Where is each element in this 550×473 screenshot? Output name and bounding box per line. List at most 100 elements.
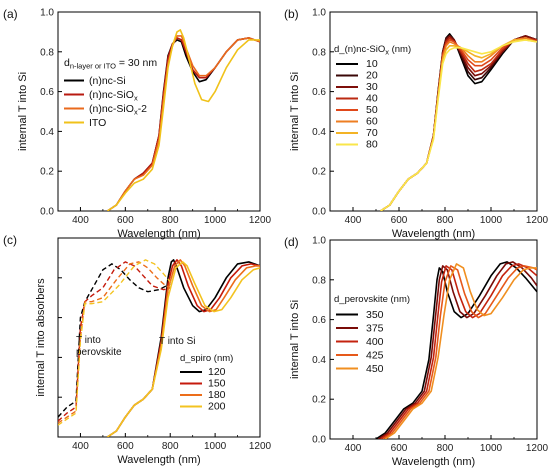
y-tick-label: 0.8 xyxy=(312,275,326,286)
legend-label: 120 xyxy=(208,366,226,378)
y-tick-label: 0.6 xyxy=(312,87,326,98)
x-tick-label: 400 xyxy=(345,215,362,226)
x-tick-label: 800 xyxy=(437,215,454,226)
plot-area xyxy=(375,261,537,439)
y-tick-label: 1.0 xyxy=(312,236,326,247)
x-axis-title: Wavelength (nm) xyxy=(392,456,475,468)
series-line-ito xyxy=(106,29,260,211)
panel-label: (c) xyxy=(3,233,17,247)
series-line-425 xyxy=(382,265,537,439)
x-tick-label: 800 xyxy=(437,443,454,454)
y-axis-title: internal T into Si xyxy=(289,72,301,151)
y-tick-label: 1.0 xyxy=(312,8,326,19)
legend-label: 425 xyxy=(366,350,384,362)
legend-label: 20 xyxy=(366,70,378,82)
annotation-perovskite: perovskite xyxy=(76,347,122,358)
y-axis-title: internal T into Si xyxy=(289,300,301,379)
x-tick-label: 1200 xyxy=(249,441,272,452)
legend-label: ITO xyxy=(89,117,106,129)
x-tick-label: 1000 xyxy=(204,441,227,452)
y-tick-label: 0.2 xyxy=(312,167,326,178)
panel-label: (d) xyxy=(284,235,299,249)
x-tick-label: 400 xyxy=(72,441,89,452)
annotation-t-into: T into xyxy=(76,335,101,346)
x-tick-label: 1000 xyxy=(480,215,503,226)
legend-label: (n)nc-SiOx xyxy=(89,89,138,103)
legend-title: d_spiro (nm) xyxy=(180,353,233,364)
x-tick-label: 1200 xyxy=(249,215,272,226)
plot-area xyxy=(58,259,260,437)
panel-c: (c) 400 600 800 1000 1200 Wavelength (nm) inter… xyxy=(3,233,272,466)
plot-frame xyxy=(329,239,538,440)
x-tick-label: 600 xyxy=(391,215,408,226)
x-tick-label: 600 xyxy=(117,215,134,226)
legend: dn-layer or ITO = 30 nm (n)nc-Si (n)nc-SiO… xyxy=(64,57,157,129)
series-line-si-200 xyxy=(106,261,260,437)
x-axis-title: Wavelength (nm) xyxy=(117,454,200,466)
legend-label: 200 xyxy=(208,401,226,413)
series-line-80 xyxy=(380,39,537,211)
y-axis-title: internal T into Si xyxy=(17,72,29,151)
series-line-perovskite-150 xyxy=(58,261,171,422)
legend-title: dn-layer or ITO = 30 nm xyxy=(64,57,157,71)
plot-frame xyxy=(57,11,261,212)
legend-label: 400 xyxy=(366,336,384,348)
legend-label: 50 xyxy=(366,104,378,116)
panel-a: (a) 400 600 800 1000 1200 0.0 0.2 0.4 0.6 0.8 1.0 Wa… xyxy=(3,7,272,240)
x-tick-label: 1000 xyxy=(480,443,503,454)
annotation-t-into-si: T into Si xyxy=(159,336,196,347)
y-tick-label: 0.0 xyxy=(40,207,54,218)
series-line-perovskite-120 xyxy=(58,263,171,418)
y-tick-label: 0.8 xyxy=(40,47,54,58)
x-axis-title: Wavelength (nm) xyxy=(117,228,200,240)
x-tick-label: 1200 xyxy=(526,215,549,226)
y-tick-label: 0.4 xyxy=(40,127,54,138)
panel-label: (a) xyxy=(3,7,18,21)
plot-area xyxy=(380,33,537,211)
y-tick-label: 0.4 xyxy=(312,355,326,366)
x-tick-label: 600 xyxy=(117,441,134,452)
y-tick-label: 0.2 xyxy=(40,167,54,178)
y-tick-label: 0.6 xyxy=(40,87,54,98)
legend-label: 80 xyxy=(366,139,378,151)
x-tick-label: 600 xyxy=(391,443,408,454)
x-tick-label: 800 xyxy=(162,441,179,452)
legend-label: (n)nc-Si xyxy=(89,75,126,87)
y-axis-title: internal T into absorbers xyxy=(35,278,47,397)
y-tick-label: 0.6 xyxy=(312,315,326,326)
legend-label: 150 xyxy=(208,378,226,390)
legend-label: 70 xyxy=(366,127,378,139)
y-tick-label: 0.4 xyxy=(312,127,326,138)
x-tick-label: 400 xyxy=(72,215,89,226)
x-tick-label: 400 xyxy=(345,443,362,454)
series-line-perovskite-200 xyxy=(58,259,171,426)
series-line-400 xyxy=(380,263,537,439)
legend-label: 350 xyxy=(366,309,384,321)
y-tick-label: 0.8 xyxy=(312,47,326,58)
x-tick-label: 1000 xyxy=(204,215,227,226)
plot-frame xyxy=(57,237,261,438)
panel-d: (d) 400 600 800 1000 1200 0.0 0.2 0.4 0.6 0.8 1.0 Wa… xyxy=(284,235,549,468)
legend-title: d_(n)nc-SiOx (nm) xyxy=(334,44,411,57)
legend-label: 40 xyxy=(366,93,378,105)
y-tick-label: 0.0 xyxy=(312,435,326,446)
legend-label: (n)nc-SiOx-2 xyxy=(89,103,147,117)
y-tick-label: 0.0 xyxy=(312,207,326,218)
x-axis-title: Wavelength (nm) xyxy=(392,228,475,240)
legend-label: 450 xyxy=(366,363,384,375)
legend-label: 375 xyxy=(366,323,384,335)
panel-b: (b) 400 600 800 1000 1200 0.0 0.2 0.4 0.6 0.8 1.0 Wa… xyxy=(284,7,549,240)
plot-area xyxy=(106,29,260,211)
x-tick-label: 1200 xyxy=(526,443,549,454)
y-tick-label: 0.2 xyxy=(312,395,326,406)
legend-label: 180 xyxy=(208,389,226,401)
plot-frame xyxy=(329,11,538,212)
legend-label: 10 xyxy=(366,58,378,70)
legend-label: 60 xyxy=(366,116,378,128)
panel-label: (b) xyxy=(284,7,299,21)
series-line-450 xyxy=(384,263,537,439)
